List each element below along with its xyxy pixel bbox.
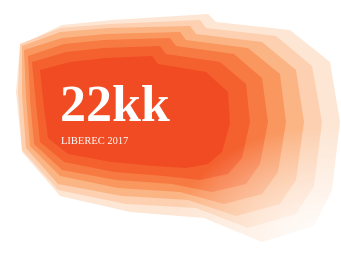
page: 22kk LIBEREC 2017 (() => { const data = … — [0, 0, 341, 254]
logo: 22kk LIBEREC 2017 — [0, 0, 341, 254]
layers — [0, 0, 341, 254]
logo-title: 22kk — [60, 76, 170, 133]
fade — [0, 0, 341, 254]
logo-subtitle: LIBEREC 2017 — [61, 136, 128, 147]
